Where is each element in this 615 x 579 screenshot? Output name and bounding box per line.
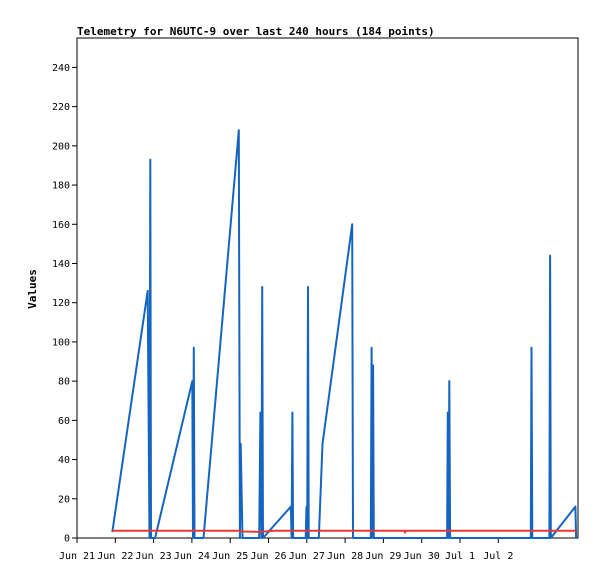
- series-line-1: [111, 129, 578, 539]
- x-tick-label: Jun 23: [136, 551, 172, 562]
- x-tick-label: Jun 25: [212, 551, 248, 562]
- x-tick-label: Jun 24: [174, 551, 210, 562]
- y-axis-label: Values: [26, 269, 39, 309]
- y-tick-label: 240: [52, 63, 70, 74]
- y-tick-label: 120: [52, 298, 70, 309]
- y-tick-label: 160: [52, 220, 70, 231]
- y-axis-ticks: 0 20 40 60 80 100 120 140 160 180 200 220 240: [52, 63, 77, 545]
- x-tick-label: Jun 21: [59, 551, 95, 562]
- series-line-2: [112, 529, 577, 534]
- x-tick-label: Jul 1: [445, 551, 475, 562]
- y-tick-label: 0: [64, 534, 70, 545]
- y-tick-label: 80: [58, 377, 70, 388]
- data-series: [111, 129, 578, 539]
- y-tick-label: 20: [58, 494, 70, 505]
- y-tick-label: 140: [52, 259, 70, 270]
- x-axis-ticks: Jun 21 Jun 22 Jun 23 Jun 24 Jun 25 Jun 26 Jun …: [59, 538, 513, 562]
- y-tick-label: 200: [52, 141, 70, 152]
- x-tick-label: Jun 22: [97, 551, 133, 562]
- y-tick-label: 220: [52, 102, 70, 113]
- x-tick-label: Jun 26: [250, 551, 286, 562]
- x-tick-label: Jun 30: [404, 551, 440, 562]
- y-tick-label: 100: [52, 337, 70, 348]
- plot-frame: [76, 37, 579, 539]
- y-tick-label: 180: [52, 181, 70, 192]
- y-tick-label: 40: [58, 455, 70, 466]
- x-tick-label: Jul 2: [483, 551, 513, 562]
- x-tick-label: Jun 27: [289, 551, 325, 562]
- y-tick-label: 60: [58, 416, 70, 427]
- chart-title: Telemetry for N6UTC-9 over last 240 hour…: [77, 25, 435, 38]
- x-tick-label: Jun 28: [327, 551, 363, 562]
- x-tick-label: Jun 29: [365, 551, 401, 562]
